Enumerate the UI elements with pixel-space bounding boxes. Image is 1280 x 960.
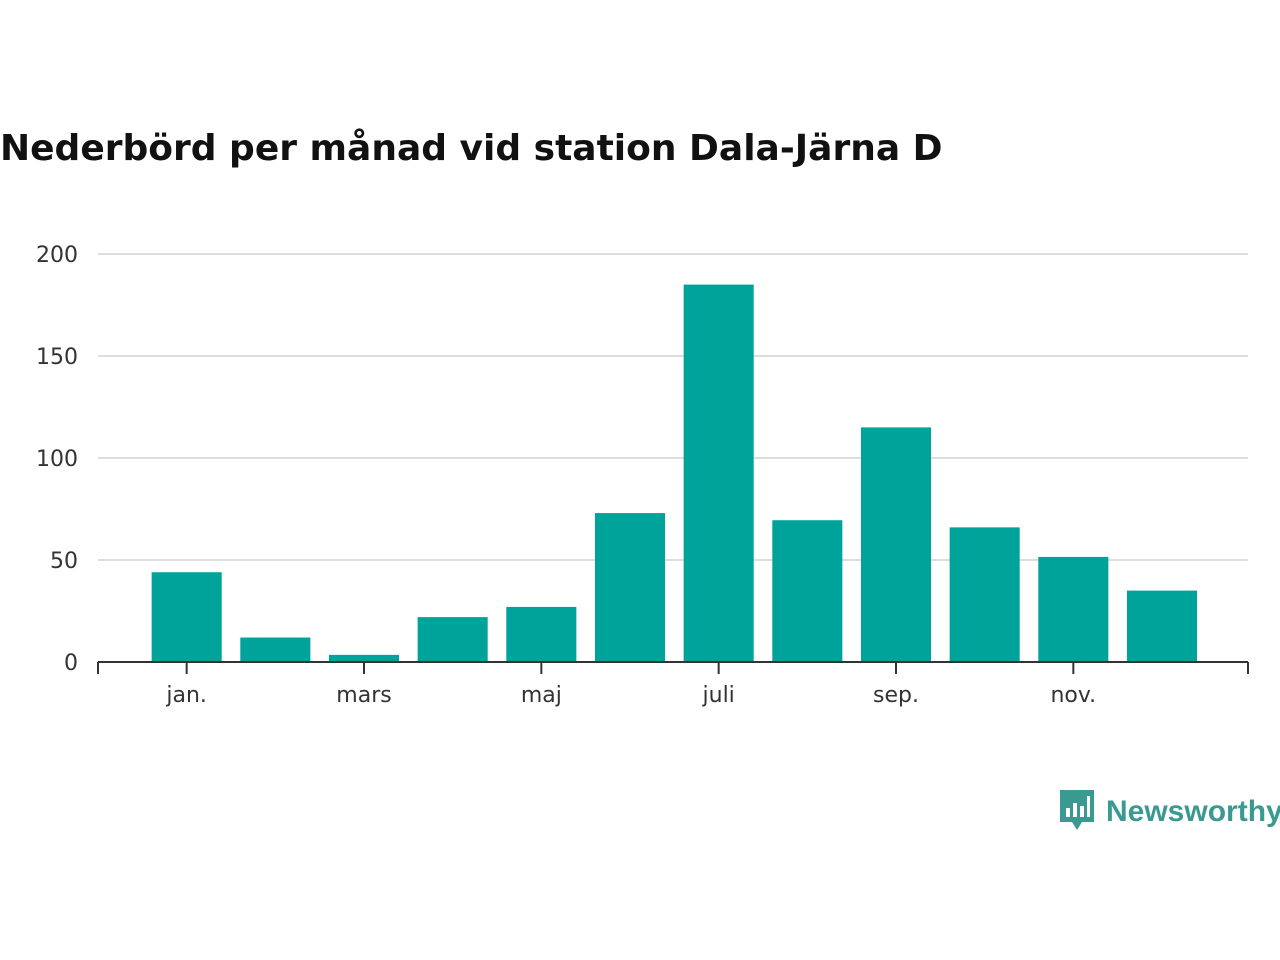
bar-jan. (151, 572, 222, 662)
x-tick-label: jan. (165, 683, 207, 708)
bar-nov. (1038, 556, 1109, 662)
x-tick-label: maj (521, 683, 562, 708)
x-tick-label: mars (336, 683, 391, 708)
y-tick-label: 50 (50, 549, 78, 574)
brand-name: Newsworthy (1106, 795, 1280, 828)
bars (151, 284, 1198, 662)
bar-sep. (860, 427, 932, 662)
newsworthy-logo-icon (1060, 790, 1094, 830)
x-axis-labels: jan. mars maj juli sep. nov. (165, 683, 1096, 708)
bar-feb. (240, 637, 311, 662)
bar-maj (506, 606, 577, 662)
x-tick-label: juli (702, 683, 735, 708)
y-tick-label: 150 (36, 345, 78, 370)
y-axis-labels: 0 50 100 150 200 (36, 243, 78, 676)
bar-apr. (417, 617, 488, 662)
bar-juni (594, 513, 666, 662)
bar-okt. (949, 527, 1020, 662)
y-tick-label: 0 (64, 651, 78, 676)
y-tick-label: 100 (36, 447, 78, 472)
bar-mars (328, 654, 400, 662)
gridlines (98, 253, 1248, 561)
x-tick-label: nov. (1050, 683, 1096, 708)
bar-juli (683, 284, 754, 662)
newsworthy-brand: Newsworthy (1058, 788, 1280, 836)
bar-dec. (1126, 590, 1198, 662)
y-tick-label: 200 (36, 243, 78, 268)
x-axis (97, 661, 1249, 674)
x-tick-label: sep. (873, 683, 919, 708)
chart-title: Nederbörd per månad vid station Dala-Jär… (0, 128, 943, 169)
bar-aug. (772, 520, 843, 662)
